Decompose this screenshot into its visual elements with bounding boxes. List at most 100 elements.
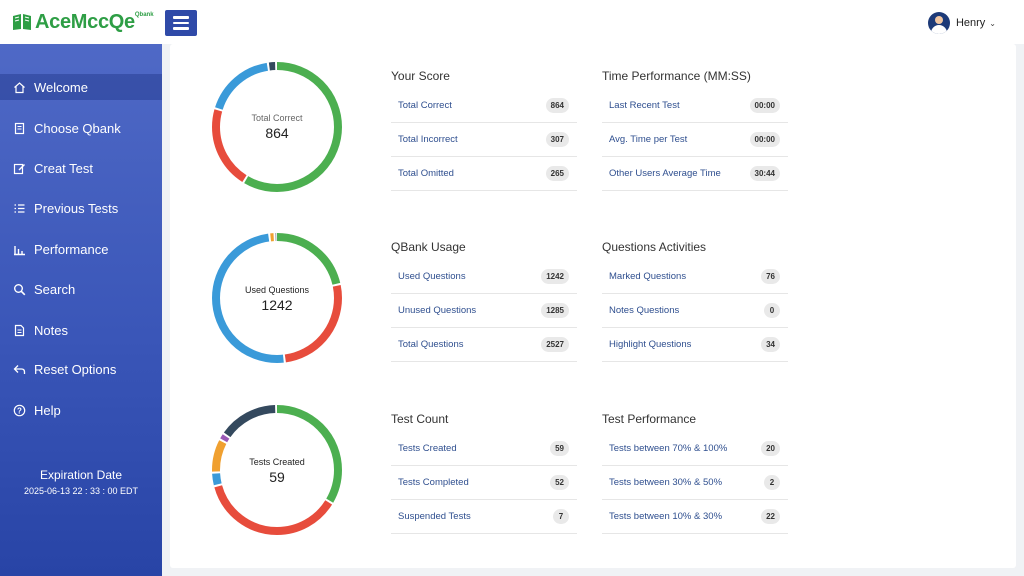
expiration-info: Expiration Date 2025-06-13 22 : 33 : 00 …: [0, 468, 162, 496]
stat-row[interactable]: Last Recent Test 00:00: [602, 89, 788, 123]
stat-label: Total Omitted: [398, 168, 454, 179]
book-icon: [13, 122, 26, 135]
donut-svg: [212, 62, 342, 192]
stat-label: Notes Questions: [609, 305, 680, 316]
donut-center: Used Questions 1242: [209, 285, 345, 313]
stat-row[interactable]: Tests Created 59: [391, 432, 577, 466]
donut-label: Total Correct: [251, 113, 303, 123]
stat-label: Marked Questions: [609, 271, 687, 282]
user-menu[interactable]: Henry ⌄: [927, 12, 996, 34]
menu-bar-icon: [173, 16, 189, 19]
stat-label: Tests Created: [398, 443, 457, 454]
donut-segment: [212, 405, 342, 535]
your-score-section: Your Score Total Correct 864 Total Incor…: [391, 69, 577, 191]
donut-svg: [212, 233, 342, 363]
donut-value: 1242: [261, 297, 293, 313]
stat-row[interactable]: Other Users Average Time 30:44: [602, 157, 788, 191]
donut-segment: [212, 233, 342, 363]
stat-badge: 7: [553, 509, 569, 524]
donut-label: Used Questions: [244, 285, 310, 295]
expiration-title: Expiration Date: [39, 468, 123, 482]
brand-logo[interactable]: AceMccQe Qbank: [12, 10, 154, 34]
bar-chart-icon: [13, 243, 26, 256]
stat-badge: 59: [550, 441, 569, 456]
donut-center: Tests Created 59: [209, 457, 345, 485]
sidebar-item-label: Help: [34, 402, 61, 418]
stat-row[interactable]: Suspended Tests 7: [391, 500, 577, 534]
sidebar-item-search[interactable]: Search: [0, 276, 162, 302]
questions-activities-section: Questions Activities Marked Questions 76…: [602, 240, 788, 362]
stat-badge: 1285: [541, 303, 569, 318]
stat-label: Suspended Tests: [398, 511, 471, 522]
donut-segment: [212, 233, 342, 363]
stat-badge: 307: [545, 132, 569, 147]
section-title: Your Score: [391, 69, 450, 83]
menu-bar-icon: [173, 21, 189, 25]
test-performance-section: Test Performance Tests between 70% & 100…: [602, 412, 788, 534]
stat-label: Tests between 30% & 50%: [609, 477, 723, 488]
stat-row[interactable]: Tests between 70% & 100% 20: [602, 432, 788, 466]
donut-segment: [212, 62, 342, 192]
stat-badge: 00:00: [749, 98, 780, 113]
section-title: Test Count: [391, 412, 449, 426]
sidebar-item-choose-qbank[interactable]: Choose Qbank: [0, 115, 162, 141]
brand-sup: Qbank: [134, 12, 154, 18]
stat-row[interactable]: Total Questions 2527: [391, 328, 577, 362]
note-icon: [13, 324, 26, 337]
stat-label: Tests between 70% & 100%: [609, 443, 728, 454]
donut-center: Total Correct 864: [209, 113, 345, 141]
donut-segment: [212, 405, 342, 535]
stat-label: Total Correct: [398, 100, 452, 111]
stat-row[interactable]: Tests between 30% & 50% 2: [602, 466, 788, 500]
menu-toggle-button[interactable]: [165, 10, 197, 36]
list-icon: [13, 202, 26, 215]
stat-row[interactable]: Avg. Time per Test 00:00: [602, 123, 788, 157]
stat-badge: 2527: [541, 337, 569, 352]
stat-row[interactable]: Total Correct 864: [391, 89, 577, 123]
stat-row[interactable]: Unused Questions 1285: [391, 294, 577, 328]
avatar: [927, 12, 950, 34]
sidebar: Welcome Choose Qbank Creat Test Previous…: [0, 44, 162, 576]
sidebar-item-notes[interactable]: Notes: [0, 317, 162, 343]
donut-chart-usage: Used Questions 1242: [209, 230, 345, 366]
stat-row[interactable]: Total Omitted 265: [391, 157, 577, 191]
top-bar: AceMccQe Qbank Henry ⌄: [0, 0, 1024, 44]
search-icon: [13, 283, 26, 296]
sidebar-item-help[interactable]: ? Help: [0, 397, 162, 423]
stat-badge: 864: [545, 98, 569, 113]
stat-label: Last Recent Test: [609, 100, 680, 111]
undo-icon: [13, 363, 26, 376]
stat-row[interactable]: Used Questions 1242: [391, 260, 577, 294]
stat-row[interactable]: Notes Questions 0: [602, 294, 788, 328]
stat-row[interactable]: Highlight Questions 34: [602, 328, 788, 362]
donut-chart-score: Total Correct 864: [209, 59, 345, 195]
stat-badge: 76: [761, 269, 780, 284]
stat-badge: 34: [761, 337, 780, 352]
stat-row[interactable]: Marked Questions 76: [602, 260, 788, 294]
sidebar-item-previous-tests[interactable]: Previous Tests: [0, 195, 162, 221]
stat-badge: 22: [761, 509, 780, 524]
stat-label: Used Questions: [398, 271, 466, 282]
section-title: Test Performance: [602, 412, 697, 426]
sidebar-item-label: Performance: [34, 241, 109, 257]
stat-label: Unused Questions: [398, 305, 477, 316]
stat-label: Other Users Average Time: [609, 168, 721, 179]
book-logo-icon: [13, 14, 31, 30]
sidebar-item-label: Search: [34, 281, 76, 297]
brand-name: AceMccQe: [35, 10, 135, 33]
sidebar-item-welcome[interactable]: Welcome: [0, 74, 162, 100]
qbank-usage-section: QBank Usage Used Questions 1242 Unused Q…: [391, 240, 577, 362]
stat-badge: 2: [764, 475, 780, 490]
sidebar-item-performance[interactable]: Performance: [0, 236, 162, 262]
stat-label: Tests Completed: [398, 477, 469, 488]
stat-label: Highlight Questions: [609, 339, 692, 350]
sidebar-item-reset-options[interactable]: Reset Options: [0, 356, 162, 382]
donut-value: 59: [269, 469, 285, 485]
stat-row[interactable]: Tests Completed 52: [391, 466, 577, 500]
stat-row[interactable]: Total Incorrect 307: [391, 123, 577, 157]
sidebar-item-creat-test[interactable]: Creat Test: [0, 155, 162, 181]
stat-row[interactable]: Tests between 10% & 30% 22: [602, 500, 788, 534]
menu-bar-icon: [173, 27, 189, 30]
stat-label: Avg. Time per Test: [609, 134, 688, 145]
donut-value: 864: [265, 125, 289, 141]
